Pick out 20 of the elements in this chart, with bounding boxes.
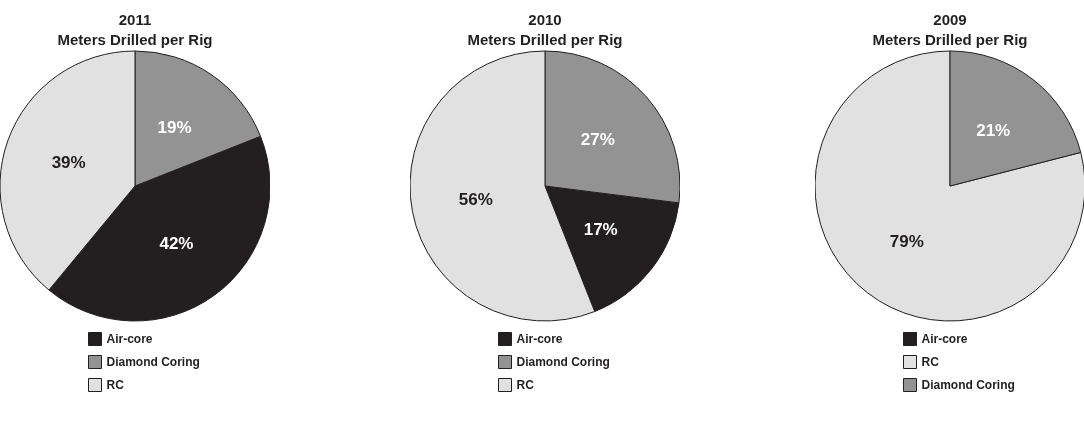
legend-label: RC [921, 355, 940, 369]
chart-title: 2010 Meters Drilled per Rig [467, 10, 623, 48]
data-label: 19% [157, 118, 192, 138]
data-label: 21% [976, 120, 1011, 140]
data-label: 39% [51, 152, 86, 172]
legend-label: RC [516, 378, 535, 392]
chart-title: 2011 Meters Drilled per Rig [57, 10, 213, 48]
legend-label: Diamond Coring [921, 378, 1015, 392]
data-label: 27% [580, 129, 615, 149]
legend-label: Diamond Coring [516, 355, 610, 369]
legend-label: Air-core [106, 332, 153, 346]
legend-label: Air-core [921, 332, 968, 346]
legend-label: Diamond Coring [106, 355, 200, 369]
data-label: 42% [159, 233, 194, 253]
data-label: 79% [889, 232, 924, 252]
data-label: 56% [458, 189, 493, 209]
chart-title: 2009 Meters Drilled per Rig [872, 10, 1028, 48]
legend-label: RC [106, 378, 125, 392]
data-label: 17% [583, 219, 618, 239]
legend-label: Air-core [516, 332, 563, 346]
